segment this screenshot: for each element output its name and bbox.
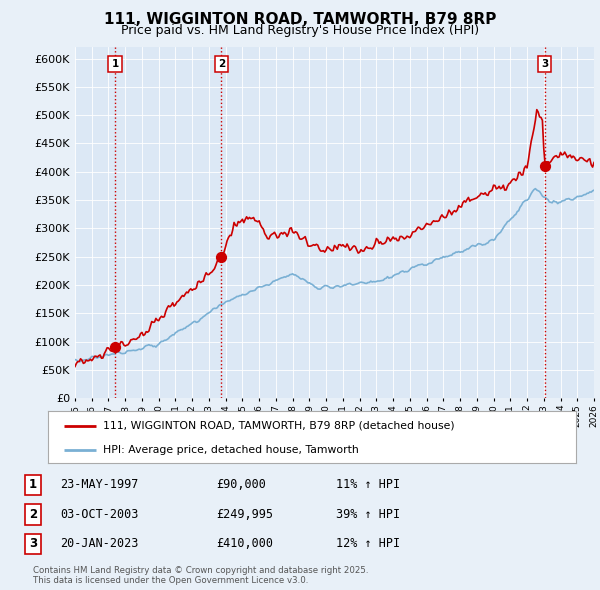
Text: 2: 2 [29,508,37,521]
Text: 23-MAY-1997: 23-MAY-1997 [60,478,139,491]
Text: 11% ↑ HPI: 11% ↑ HPI [336,478,400,491]
Text: 20-JAN-2023: 20-JAN-2023 [60,537,139,550]
Text: £90,000: £90,000 [216,478,266,491]
Text: 03-OCT-2003: 03-OCT-2003 [60,508,139,521]
Text: 39% ↑ HPI: 39% ↑ HPI [336,508,400,521]
Text: 3: 3 [541,59,548,69]
Text: £249,995: £249,995 [216,508,273,521]
Text: 3: 3 [29,537,37,550]
Text: Contains HM Land Registry data © Crown copyright and database right 2025.
This d: Contains HM Land Registry data © Crown c… [33,566,368,585]
Text: 1: 1 [112,59,119,69]
Text: Price paid vs. HM Land Registry's House Price Index (HPI): Price paid vs. HM Land Registry's House … [121,24,479,37]
Text: 2: 2 [218,59,225,69]
Text: HPI: Average price, detached house, Tamworth: HPI: Average price, detached house, Tamw… [103,445,359,455]
Point [540,162,550,171]
Text: 111, WIGGINTON ROAD, TAMWORTH, B79 8RP (detached house): 111, WIGGINTON ROAD, TAMWORTH, B79 8RP (… [103,421,455,431]
Text: 1: 1 [29,478,37,491]
Point [110,343,120,352]
Text: 111, WIGGINTON ROAD, TAMWORTH, B79 8RP: 111, WIGGINTON ROAD, TAMWORTH, B79 8RP [104,12,496,27]
Text: 12% ↑ HPI: 12% ↑ HPI [336,537,400,550]
Text: £410,000: £410,000 [216,537,273,550]
Point [217,252,226,261]
